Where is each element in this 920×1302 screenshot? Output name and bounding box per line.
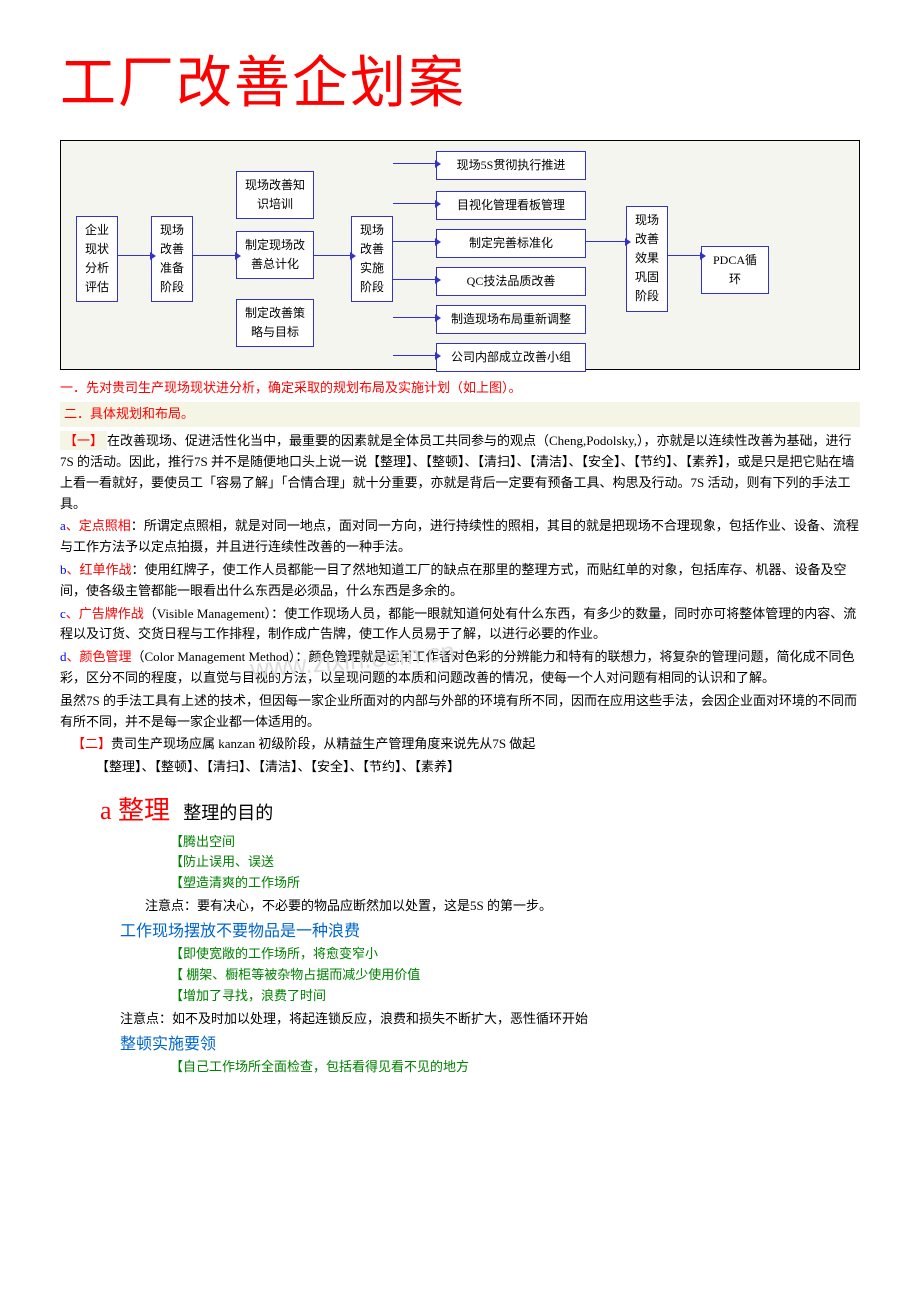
flow-node-n13: 现场改善效果巩固阶段	[626, 206, 668, 312]
flow-node-n4: 制定现场改善总计化	[236, 231, 314, 279]
flow-arrow-7	[393, 317, 436, 318]
purpose-2: 【塑造清爽的工作场所	[60, 873, 860, 894]
flow-node-n8: 目视化管理看板管理	[436, 191, 586, 220]
item-colon: （Visible Management）：	[144, 606, 284, 621]
section-a-heading: a 整理	[100, 790, 170, 832]
flow-node-n7: 现场5S贯彻执行推进	[436, 151, 586, 180]
purpose-1: 【防止误用、误送	[60, 852, 860, 873]
item-two-row: 【二】贵司生产现场应属 kanzan 初级阶段，从精益生产管理角度来说先从7S …	[60, 734, 860, 755]
flow-node-n9: 制定完善标准化	[436, 229, 586, 258]
item-term: 、颜色管理	[67, 649, 132, 664]
method-item-d: d、颜色管理（Color Management Method）：颜色管理就是运用…	[60, 647, 860, 689]
note2: 注意点：如不及时加以处理，将起连锁反应，浪费和损失不断扩大，恶性循环开始	[60, 1009, 860, 1030]
item-two-label: 【二】	[72, 736, 111, 751]
flow-node-n2: 现场改善准备阶段	[151, 216, 193, 303]
flow-arrow-3	[393, 163, 436, 164]
section1-heading: 一．先对贵司生产现场现状进分析，确定采取的规划布局及实施计划（如上图）。	[60, 378, 860, 399]
flow-arrow-1	[193, 255, 236, 256]
section-a-subtitle: 整理的目的	[183, 799, 273, 828]
sub3-heading: 整顿实施要领	[60, 1032, 860, 1058]
flowchart-container: 企业现状分析评估现场改善准备阶段 现场改善知识培训制定现场改善总计化制定改善策略与…	[60, 140, 860, 370]
flow-node-n6: 现场改善实施阶段	[351, 216, 393, 303]
waste-0: 【即使宽敞的工作场所，将愈变窄小	[60, 944, 860, 965]
flow-node-n3: 现场改善知识培训	[236, 171, 314, 219]
item-term: 、定点照相	[66, 518, 131, 533]
flow-arrow-8	[393, 355, 436, 356]
flow-node-n10: QC技法品质改善	[436, 267, 586, 296]
flow-arrow-10	[668, 255, 701, 256]
para1-text: 在改善现场、促进活性化当中，最重要的因素就是全体员工共同参与的观点（Cheng,…	[60, 433, 854, 510]
item-text: 所谓定点照相，就是对同一地点，面对同一方向，进行持续性的照相，其目的就是把现场不…	[60, 518, 859, 554]
para2: 虽然7S 的手法工具有上述的技术，但因每一家企业所面对的内部与外部的环境有所不同…	[60, 691, 860, 733]
flow-arrow-5	[393, 241, 436, 242]
waste-2: 【增加了寻找，浪费了时间	[60, 986, 860, 1007]
seven-s-list: 【整理】、【整顿】、【清扫】、【清洁】、【安全】、【节约】、【素养】	[60, 757, 860, 778]
para-item-one: 【一】在改善现场、促进活性化当中，最重要的因素就是全体员工共同参与的观点（Che…	[60, 431, 860, 514]
flow-arrow-9	[586, 241, 626, 242]
section2-heading: 二．具体规划和布局。	[60, 402, 860, 427]
item-one-label: 【一】	[60, 431, 107, 450]
item-colon: ：	[131, 518, 144, 533]
flow-node-n1: 企业现状分析评估	[76, 216, 118, 303]
flow-arrow-0	[118, 255, 151, 256]
flow-node-n14: PDCA循环	[701, 246, 769, 294]
flow-arrow-2	[314, 255, 351, 256]
method-item-b: b、红单作战：使用红牌子，使工作人员都能一目了然地知道工厂的缺点在那里的整理方式…	[60, 560, 860, 602]
flow-node-n5: 制定改善策略与目标	[236, 299, 314, 347]
flow-arrow-6	[393, 279, 436, 280]
flow-node-n12: 公司内部成立改善小组	[436, 343, 586, 372]
item-text: 使用红牌子，使工作人员都能一目了然地知道工厂的缺点在那里的整理方式，而贴红单的对…	[60, 562, 847, 598]
flow-node-n11: 制造现场布局重新调整	[436, 305, 586, 334]
sub2-heading: 工作现场摆放不要物品是一种浪费	[60, 919, 860, 945]
waste-1: 【 棚架、橱柜等被杂物占据而减少使用价值	[60, 965, 860, 986]
step-0: 【自己工作场所全面检查，包括看得见看不见的地方	[60, 1057, 860, 1078]
flow-arrow-4	[393, 203, 436, 204]
method-item-a: a、定点照相：所谓定点照相，就是对同一地点，面对同一方向，进行持续性的照相，其目…	[60, 516, 860, 558]
purpose-0: 【腾出空间	[60, 832, 860, 853]
item-term: 、广告牌作战	[66, 606, 144, 621]
page-title: 工厂改善企划案	[60, 40, 860, 130]
item-colon: （Color Management Method）：	[132, 649, 309, 664]
note1: 注意点：要有决心，不必要的物品应断然加以处置，这是5S 的第一步。	[60, 896, 860, 917]
item-two-text: 贵司生产现场应属 kanzan 初级阶段，从精益生产管理角度来说先从7S 做起	[111, 736, 535, 751]
item-term: 、红单作战	[67, 562, 132, 577]
method-item-c: c、广告牌作战（Visible Management）：使工作现场人员，都能一眼…	[60, 604, 860, 646]
item-colon: ：	[132, 562, 145, 577]
